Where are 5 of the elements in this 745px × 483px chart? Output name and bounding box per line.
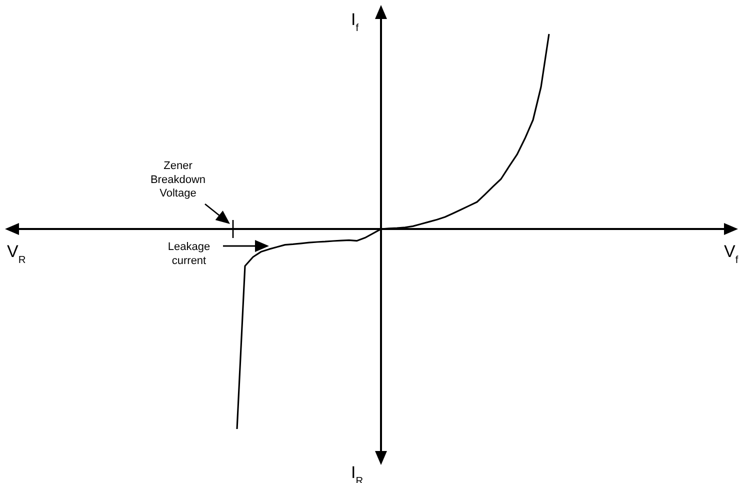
text: Zener Breakdown Voltage	[150, 160, 206, 200]
text: V$_{R}$	[7, 242, 26, 266]
text: Leakage current	[168, 241, 210, 267]
text: V$_{f}$	[724, 242, 738, 266]
text: I$_{f}$	[351, 10, 359, 34]
